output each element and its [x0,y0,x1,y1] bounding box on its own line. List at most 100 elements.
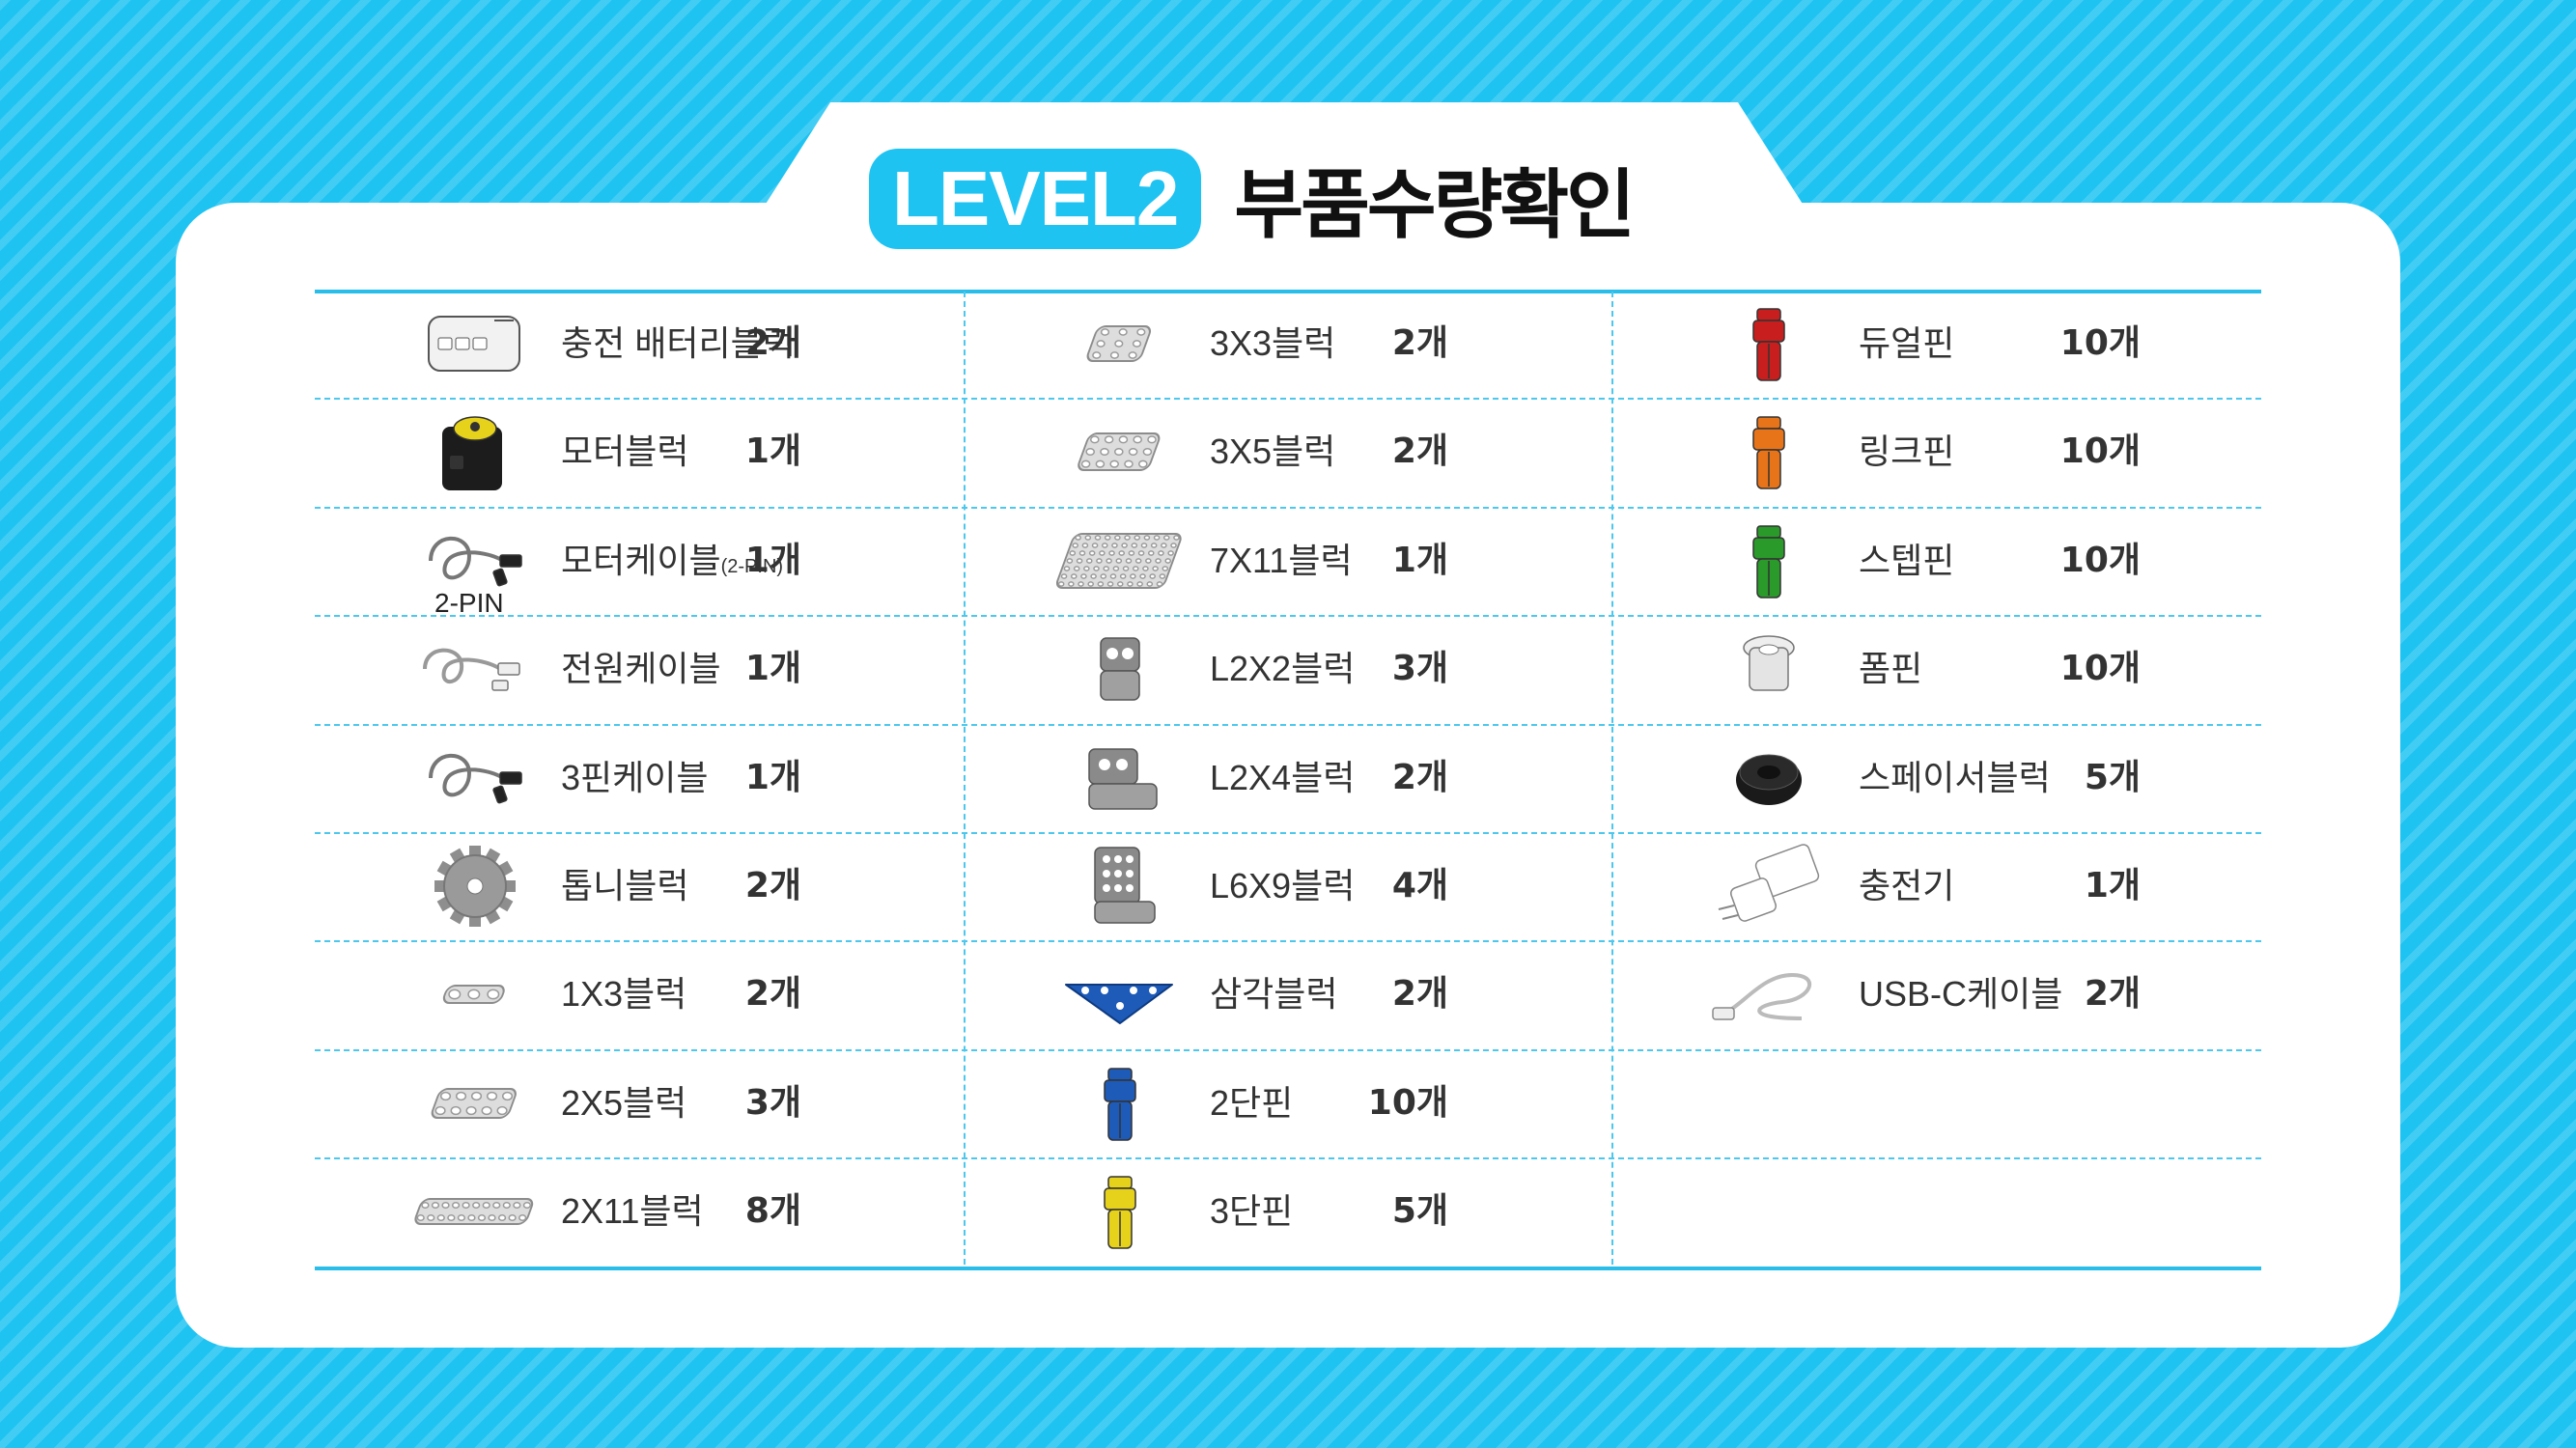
part-name: 충전 배터리블럭 [561,290,795,398]
part-name-text: 삼각블럭 [1210,974,1338,1015]
part-name: 3핀케이블 [561,724,709,832]
block-3x5-icon [1056,404,1182,500]
part-quantity: 1개 [744,540,801,580]
triangle-block-icon [1056,946,1182,1043]
part-row: 충전기 1개 [1611,832,2260,940]
part-name-text: 7X11블럭 [1210,540,1353,580]
part-name-text: 1X3블럭 [561,974,687,1015]
part-name-text: 모터블럭 [561,432,689,472]
battery-block-icon [411,295,537,392]
icon-caption: 2-PIN [434,587,504,618]
part-quantity: 3개 [744,1082,801,1123]
block-2x5-icon [411,1055,537,1152]
dual-pin-icon [1705,295,1831,392]
page-header: LEVEL2 부품수량확인 [869,147,1636,251]
part-quantity: 2개 [744,974,801,1015]
part-quantity: 2개 [744,323,801,363]
part-quantity: 5개 [2084,757,2141,797]
motor-block-icon [411,404,537,500]
part-quantity: 10개 [2059,649,2141,689]
part-quantity: 2개 [1391,757,1448,797]
part-row: 3X5블럭 2개 [964,398,1612,506]
three-pin-cable-icon [411,730,537,826]
part-quantity: 1개 [744,649,801,689]
three-step-pin-icon [1056,1163,1182,1260]
motor-cable-icon: 2-PIN [411,513,537,618]
part-row: 폼핀 10개 [1611,615,2260,723]
part-name-text: L6X9블럭 [1210,866,1356,905]
part-name-text: 2X11블럭 [561,1191,704,1232]
part-name-text: 3X3블럭 [1210,323,1336,363]
part-name: 3X3블럭 [1210,290,1335,398]
row-divider [315,832,2261,834]
part-row: 3X3블럭 2개 [964,290,1612,398]
part-quantity: 10개 [2059,432,2141,472]
part-quantity: 2개 [1391,974,1448,1015]
part-quantity: 10개 [2059,540,2141,580]
part-row: 삼각블럭 2개 [964,940,1612,1048]
part-row: 3핀케이블 1개 [315,724,964,832]
row-divider [315,940,2261,943]
part-name-text: 스페이서블럭 [1859,757,2051,797]
part-row: USB-C케이블 2개 [1611,940,2260,1048]
part-name: 모터케이블(2-PIN) [561,507,783,621]
usb-c-cable-icon [1705,946,1831,1043]
part-name-text: USB-C케이블 [1859,974,2063,1015]
part-name: 폼핀 [1859,615,1922,723]
row-divider [315,723,2261,726]
parts-table: 충전 배터리블럭 2개 모터블럭 1개 2-PIN 모터케이블(2-PIN) 1개 전원… [315,290,2261,1270]
row-divider [315,506,2261,509]
part-name-text: 모터케이블 [561,540,721,580]
spacer-block-icon [1705,730,1831,826]
part-name: 링크핀 [1859,398,1954,506]
part-name-text: 3X5블럭 [1210,432,1336,472]
part-quantity: 1개 [744,432,801,472]
part-quantity: 1개 [1391,540,1448,580]
part-name: 1X3블럭 [561,940,686,1048]
part-row: 3단핀 5개 [964,1157,1612,1266]
part-name: L2X2블럭 [1210,615,1355,723]
l-block-6x9-icon [1056,838,1182,934]
row-divider [315,1048,2261,1051]
table-border-line [315,290,2261,293]
part-name: 톱니블럭 [561,832,688,940]
part-name: 2단핀 [1210,1049,1293,1157]
part-name: L6X9블럭 [1210,832,1355,940]
part-row: 2단핀 10개 [964,1049,1612,1157]
part-name-text: 3핀케이블 [561,757,709,797]
part-row: 톱니블럭 2개 [315,832,964,940]
foam-pin-icon [1705,621,1831,717]
part-name: 스텝핀 [1859,507,1954,615]
part-name-text: 2단핀 [1210,1082,1294,1123]
part-row: 전원케이블 1개 [315,615,964,723]
part-name: 모터블럭 [561,398,688,506]
part-row: 2X5블럭 3개 [315,1049,964,1157]
part-name-text: 전원케이블 [561,649,721,689]
part-name-text: L2X2블럭 [1210,649,1356,689]
part-name: 2X5블럭 [561,1049,686,1157]
part-quantity: 8개 [744,1191,801,1232]
part-quantity: 5개 [1391,1191,1448,1232]
block-2x11-icon [411,1163,537,1260]
part-quantity: 10개 [2059,323,2141,363]
part-row: 스페이서블럭 5개 [1611,724,2260,832]
part-name-text: 3단핀 [1210,1191,1294,1232]
part-name-text: 폼핀 [1859,649,1923,689]
part-name: 삼각블럭 [1210,940,1337,1048]
part-name: 스페이서블럭 [1859,724,2051,832]
part-quantity: 2개 [1391,432,1448,472]
row-divider [315,615,2261,618]
part-name: 듀얼핀 [1859,290,1954,398]
part-row: L2X2블럭 3개 [964,615,1612,723]
part-row: 듀얼핀 10개 [1611,290,2260,398]
part-name-text: L2X4블럭 [1210,757,1356,797]
part-name: 전원케이블 [561,615,721,723]
power-cable-icon [411,621,537,717]
l-block-2x4-icon [1056,730,1182,826]
part-quantity: 2개 [2084,974,2141,1015]
part-row: 링크핀 10개 [1611,398,2260,506]
part-row: 1X3블럭 2개 [315,940,964,1048]
gear-block-icon [411,838,537,934]
part-row: L2X4블럭 2개 [964,724,1612,832]
two-step-pin-icon [1056,1055,1182,1152]
